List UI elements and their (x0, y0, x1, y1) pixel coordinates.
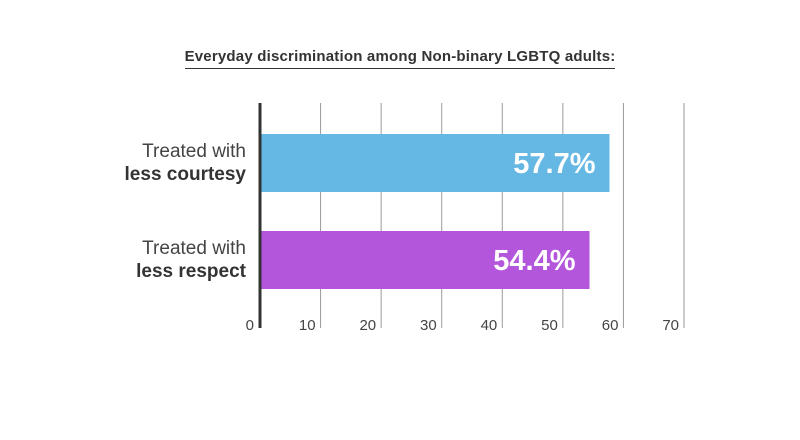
x-tick-label-20: 20 (359, 317, 376, 334)
bar-1 (260, 231, 590, 289)
category-label-0-line1: Treated with (142, 141, 246, 162)
bar-value-label-1: 54.4% (493, 245, 575, 277)
x-tick-label-10: 10 (299, 317, 316, 334)
x-tick-label-50: 50 (541, 317, 558, 334)
category-label-1-line2: less respect (136, 261, 246, 282)
bar-value-label-0: 57.7% (513, 148, 595, 180)
chart-title: Everyday discrimination among Non-binary… (0, 48, 800, 69)
x-tick-label-40: 40 (481, 317, 498, 334)
bar-0 (260, 134, 610, 192)
x-tick-label-60: 60 (602, 317, 619, 334)
category-label-1-line1: Treated with (142, 238, 246, 259)
category-label-1: Treated with less respect (136, 237, 246, 283)
category-label-0: Treated with less courtesy (125, 140, 246, 186)
category-label-0-line2: less courtesy (124, 164, 246, 185)
x-tick-label-70: 70 (662, 317, 679, 334)
x-tick-label-30: 30 (420, 317, 437, 334)
chart-title-text: Everyday discrimination among Non-binary… (184, 48, 616, 69)
x-tick-label-0: 0 (246, 317, 254, 334)
